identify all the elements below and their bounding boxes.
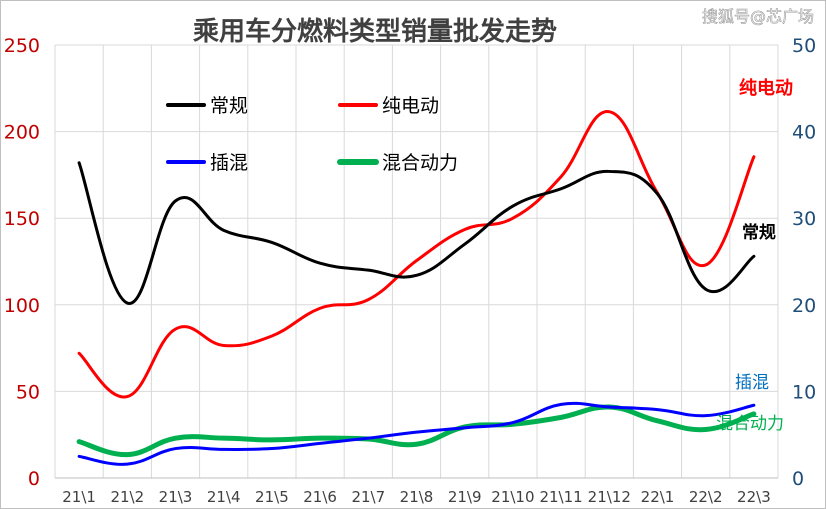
y-left-tick-label: 150 xyxy=(4,208,40,230)
x-tick-label: 21\3 xyxy=(159,488,193,506)
watermark-text: 搜狐号@芯广场 xyxy=(702,7,814,26)
legend-label: 纯电动 xyxy=(382,95,439,117)
legend-label: 插混 xyxy=(210,152,248,174)
x-tick-label: 21\7 xyxy=(351,488,385,506)
y-right-tick-label: 50 xyxy=(792,35,816,57)
x-tick-label: 21\2 xyxy=(110,488,144,506)
series-end-label: 插混 xyxy=(735,373,769,393)
x-tick-label: 21\12 xyxy=(588,488,631,506)
x-tick-label: 22\2 xyxy=(689,488,723,506)
x-tick-label: 21\1 xyxy=(62,488,96,506)
y-right-tick-label: 0 xyxy=(792,468,804,490)
x-tick-label: 22\1 xyxy=(641,488,675,506)
x-tick-label: 21\6 xyxy=(303,488,337,506)
y-left-tick-label: 250 xyxy=(4,35,40,57)
x-tick-label: 21\4 xyxy=(207,488,241,506)
legend-label: 混合动力 xyxy=(382,152,458,174)
y-left-tick-label: 100 xyxy=(4,295,40,317)
y-left-tick-label: 200 xyxy=(4,122,40,144)
series-line-3 xyxy=(76,404,757,458)
series-end-label: 纯电动 xyxy=(739,77,793,99)
y-right-tick-label: 30 xyxy=(792,208,816,230)
chart-title: 乘用车分燃料类型销量批发走势 xyxy=(192,16,557,47)
y-left-tick-label: 0 xyxy=(28,468,40,490)
series-end-label: 混合动力 xyxy=(716,414,784,434)
x-tick-label: 21\9 xyxy=(448,488,482,506)
legend-label: 常规 xyxy=(210,95,248,117)
x-tick-label: 21\8 xyxy=(400,488,434,506)
x-tick-label: 22\3 xyxy=(737,488,771,506)
series-end-label: 常规 xyxy=(742,222,776,243)
x-tick-label: 21\5 xyxy=(255,488,289,506)
y-right-tick-label: 10 xyxy=(792,381,816,403)
x-tick-label: 21\11 xyxy=(539,488,582,506)
y-right-tick-label: 40 xyxy=(792,122,816,144)
y-right-tick-label: 20 xyxy=(792,295,816,317)
y-left-tick-label: 50 xyxy=(16,381,40,403)
axes: 0 50 100 150 200 250 0 10 20 30 40 50 21\1 21\2 21\3 21… xyxy=(4,35,816,506)
series-line-2 xyxy=(77,401,756,466)
series-lines xyxy=(76,110,757,466)
series-line-0 xyxy=(77,161,756,305)
x-tick-label: 21\10 xyxy=(491,488,534,506)
